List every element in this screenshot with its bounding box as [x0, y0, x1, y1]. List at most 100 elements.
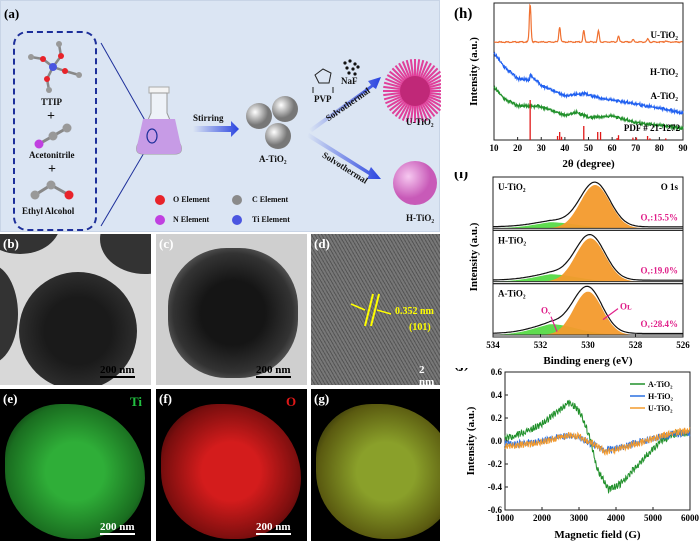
y-tick-label: -0.6	[488, 505, 503, 515]
xps-chart: (i) U-TiO₂ Oᵥ:15.5% H-TiO₂ Oᵥ:19.0% A-TiO₂ Oᵥ:…	[454, 172, 690, 367]
x-axis-label: Magnetic field (G)	[554, 529, 640, 541]
scale-bar-d: 2 nm	[419, 364, 440, 385]
lattice-fringe-marker-icon	[350, 293, 392, 327]
a-tio2-spheres-icon	[246, 96, 298, 149]
x-tick-label: 3000	[570, 513, 589, 523]
arrow-ov-icon	[550, 316, 558, 332]
sample-label: U-TiO₂	[498, 182, 526, 192]
pvp-label: PVP	[314, 94, 332, 104]
annotation-ov: Oᵥ	[541, 306, 551, 316]
x-axis-label: 2θ (degree)	[562, 158, 615, 170]
panel-label-j: (j)	[454, 368, 469, 372]
x-tick-label: 2000	[533, 513, 552, 523]
x-axis-label: Binding energ (eV)	[543, 355, 633, 367]
legend-label: A-TiO₂	[648, 380, 673, 389]
annotation-ol: Oʟ	[620, 302, 632, 312]
panel-label-g: (g)	[314, 391, 330, 406]
stirring-arrow-icon	[193, 121, 239, 137]
y-axis-label: Intensity (a.u.)	[468, 222, 480, 291]
panel-label-d: (d)	[314, 236, 330, 251]
x-tick-label: 5000	[644, 513, 663, 523]
solvothermal-arrow-down-icon	[307, 133, 381, 179]
legend-c: C Element	[252, 195, 289, 204]
x-tick-label: 40	[560, 143, 570, 153]
solvothermal-arrow-up-icon	[309, 77, 381, 132]
series-a-tio2	[504, 399, 691, 494]
element-label-ti: Ti	[130, 394, 143, 409]
a-tio2-label: A-TiO₂	[259, 154, 287, 164]
naf-particles-icon	[343, 59, 360, 76]
core	[400, 76, 430, 106]
y-tick-label: -0.2	[488, 459, 503, 469]
x-tick-label: 4000	[607, 513, 626, 523]
h-tio2-sphere-icon	[393, 161, 437, 205]
ov-component-fill	[493, 222, 683, 229]
label-u-tio2: U-TiO₂	[650, 30, 678, 40]
label-a-tio2: A-TiO₂	[650, 91, 678, 101]
envelope-curve	[492, 181, 683, 228]
u-tio2-label: U-TiO₂	[406, 117, 434, 127]
y-tick-label: 0.6	[491, 368, 503, 377]
plus-sign: +	[47, 109, 55, 124]
acetonitrile-molecule-icon	[34, 123, 72, 149]
eds-map-o: (f) O 200 nm	[156, 389, 307, 541]
ol-component-fill	[493, 291, 683, 335]
panel-label-e: (e)	[3, 391, 18, 406]
x-tick-label: 20	[513, 143, 523, 153]
x-tick-label: 60	[608, 143, 618, 153]
ethanol-molecule-icon	[30, 180, 74, 200]
x-tick-label: 532	[534, 340, 548, 350]
panel-label-h: (h)	[454, 6, 472, 22]
label-h-tio2: H-TiO₂	[650, 67, 678, 77]
ov-component-fill	[493, 324, 683, 335]
y-tick-label: 0.2	[491, 413, 503, 423]
y-axis-label: Intensity (a.u.)	[465, 406, 477, 475]
ov-percentage: Oᵥ:15.5%	[641, 212, 678, 222]
scale-bar-e: 200 nm	[100, 521, 135, 535]
series-u-tio2	[493, 3, 683, 44]
envelope-curve	[492, 234, 683, 281]
reagent-ethyl-alcohol: Ethyl Alcohol	[22, 206, 75, 216]
flask-icon	[136, 86, 182, 155]
d-spacing-label: 0.352 nm	[395, 306, 434, 317]
schematic-graphics	[28, 41, 441, 227]
hrtem-image-d: (d) 0.352 nm (101) 2 nm	[311, 234, 440, 385]
x-tick-label: 1000	[496, 513, 515, 523]
x-tick-label: 70	[631, 143, 641, 153]
tem-image-c: (c) 200 nm	[156, 234, 307, 385]
y-tick-label: 0.0	[491, 436, 503, 446]
arrow-ol-icon	[602, 308, 619, 321]
pvp-structure-icon	[312, 68, 334, 93]
x-tick-label: 526	[676, 340, 690, 350]
label-reference: PDF # 21-1272	[624, 123, 681, 133]
envelope-curve	[493, 285, 683, 335]
ov-component-fill	[493, 274, 683, 282]
panel-label-c: (c)	[159, 236, 174, 251]
x-tick-label: 80	[655, 143, 665, 153]
scale-bar-f: 200 nm	[256, 521, 291, 535]
n-element-dot-icon	[155, 215, 165, 225]
legend-label: U-TiO₂	[648, 404, 673, 413]
reagent-acetonitrile: Acetonitrile	[29, 150, 75, 160]
epr-chart: (j) 1000 2000 3000 4000 5000 6000 -0.6 -0.4 -0.2 0…	[454, 368, 700, 541]
ov-percentage: Oᵥ:19.0%	[641, 266, 678, 276]
scale-bar-b: 200 nm	[100, 364, 135, 378]
panel-label-a: (a)	[4, 6, 20, 21]
h-tio2-label: H-TiO₂	[406, 213, 435, 223]
panel-label-i: (i)	[454, 172, 468, 182]
y-axis-label: Intensity (a.u.)	[468, 37, 480, 106]
ov-percentage: Oᵥ:28.4%	[641, 319, 678, 329]
o-element-dot-icon	[155, 195, 165, 205]
x-tick-label: 534	[486, 340, 500, 350]
series-a-tio2	[493, 85, 684, 132]
sample-label: A-TiO₂	[498, 289, 526, 299]
y-tick-label: -0.4	[488, 482, 503, 492]
element-label-o: O	[286, 394, 297, 409]
synthesis-schematic: (a) TTIP + Acetonitrile + Ethyl Alcohol …	[0, 0, 441, 232]
spectrum-title: O 1s	[661, 182, 679, 192]
series-h-tio2	[493, 51, 684, 116]
legend-ti: Ti Element	[252, 215, 290, 224]
stirring-label: Stirring	[193, 113, 224, 123]
u-tio2-urchin-icon	[383, 59, 441, 123]
x-tick-label: 530	[581, 340, 595, 350]
